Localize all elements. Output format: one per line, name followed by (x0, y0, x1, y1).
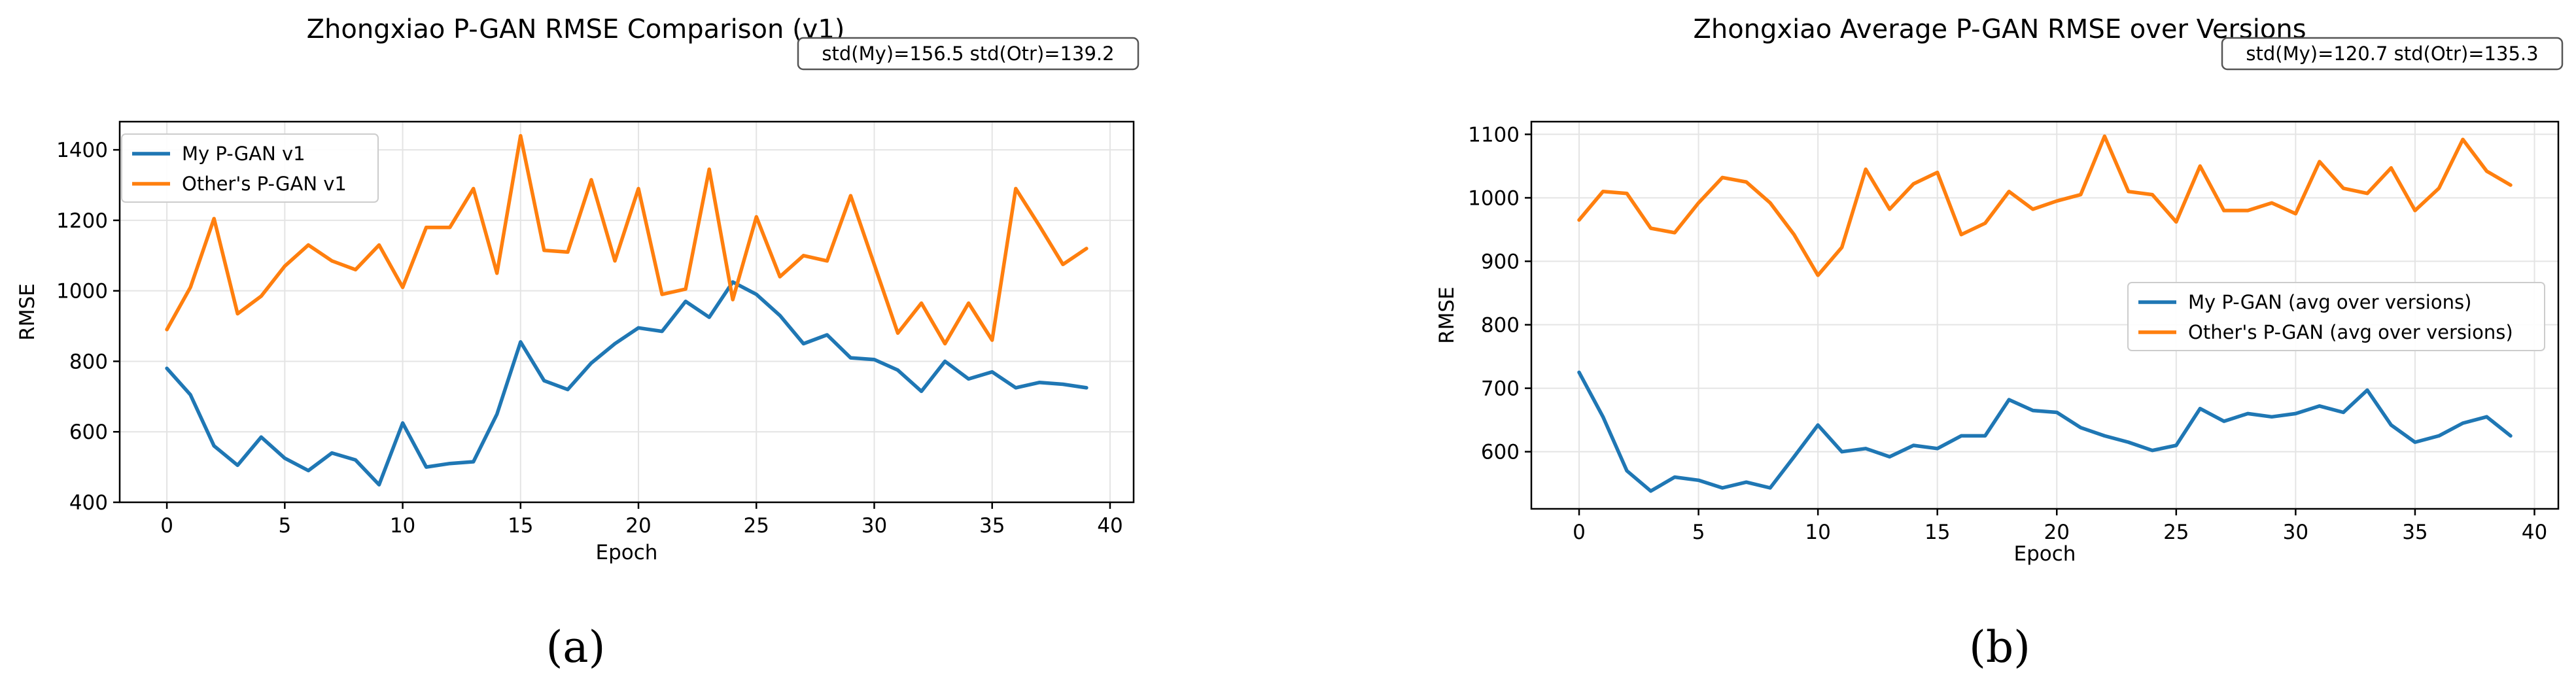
plot-frame (118, 120, 1135, 504)
series-line-other (1577, 134, 2513, 277)
x-tick-label: 15 (508, 514, 533, 538)
x-tick-label: 10 (390, 514, 415, 538)
x-tick-label: 0 (1573, 521, 1586, 544)
x-axis-label: Epoch (2014, 542, 2076, 566)
y-tick-label: 1200 (56, 209, 108, 233)
y-axis-label: RMSE (1435, 286, 1459, 344)
x-tick-label: 25 (744, 514, 769, 538)
y-tick-label: 700 (1481, 377, 1520, 401)
x-tick-label: 25 (2163, 521, 2189, 544)
legend-box (121, 133, 379, 203)
std-annotation-box (797, 37, 1140, 71)
x-tick-label: 20 (2044, 521, 2070, 544)
plot-frame (1530, 120, 2560, 510)
series-line-other (165, 133, 1088, 346)
y-tick-label: 1100 (1468, 123, 1520, 147)
x-tick-label: 35 (2402, 521, 2428, 544)
x-axis-label: Epoch (596, 541, 658, 564)
y-tick-label: 1400 (56, 139, 108, 162)
x-tick-label: 30 (862, 514, 887, 538)
legend-box (2127, 282, 2545, 351)
y-tick-label: 1000 (56, 280, 108, 303)
legend-label: Other's P-GAN (avg over versions) (2188, 321, 2513, 343)
legend-label: Other's P-GAN v1 (182, 173, 347, 195)
y-tick-label: 600 (1481, 441, 1520, 464)
y-tick-label: 800 (69, 350, 108, 373)
x-tick-label: 0 (160, 514, 173, 538)
std-annotation-box (2221, 37, 2564, 71)
y-tick-label: 600 (69, 421, 108, 444)
std-annotation-text: std(My)=156.5 std(Otr)=139.2 (822, 43, 1114, 65)
legend-label: My P-GAN (avg over versions) (2188, 291, 2471, 313)
y-tick-label: 900 (1481, 250, 1520, 274)
y-axis-label: RMSE (16, 283, 39, 341)
chart-title: Zhongxiao Average P-GAN RMSE over Versio… (1693, 14, 2306, 44)
x-tick-label: 40 (2522, 521, 2547, 544)
panel-caption: (b) (1969, 622, 2030, 672)
x-tick-label: 30 (2283, 521, 2308, 544)
legend-label: My P-GAN v1 (182, 143, 305, 165)
y-tick-label: 400 (69, 491, 108, 515)
chart-title: Zhongxiao P-GAN RMSE Comparison (v1) (307, 14, 845, 44)
x-tick-label: 5 (1692, 521, 1705, 544)
x-tick-label: 35 (979, 514, 1005, 538)
y-tick-label: 1000 (1468, 186, 1520, 210)
std-annotation-text: std(My)=120.7 std(Otr)=135.3 (2246, 43, 2538, 65)
series-line-my (1577, 370, 2513, 493)
x-tick-label: 15 (1924, 521, 1950, 544)
y-tick-label: 800 (1481, 314, 1520, 337)
chart-panel-b: Zhongxiao Average P-GAN RMSE over Versio… (1435, 14, 2564, 672)
x-tick-label: 5 (278, 514, 291, 538)
x-tick-label: 10 (1805, 521, 1830, 544)
x-tick-label: 40 (1097, 514, 1123, 538)
panel-caption: (a) (546, 622, 606, 672)
x-tick-label: 20 (625, 514, 651, 538)
chart-panel-a: Zhongxiao P-GAN RMSE Comparison (v1)std(… (16, 14, 1140, 672)
series-line-my (165, 280, 1088, 487)
